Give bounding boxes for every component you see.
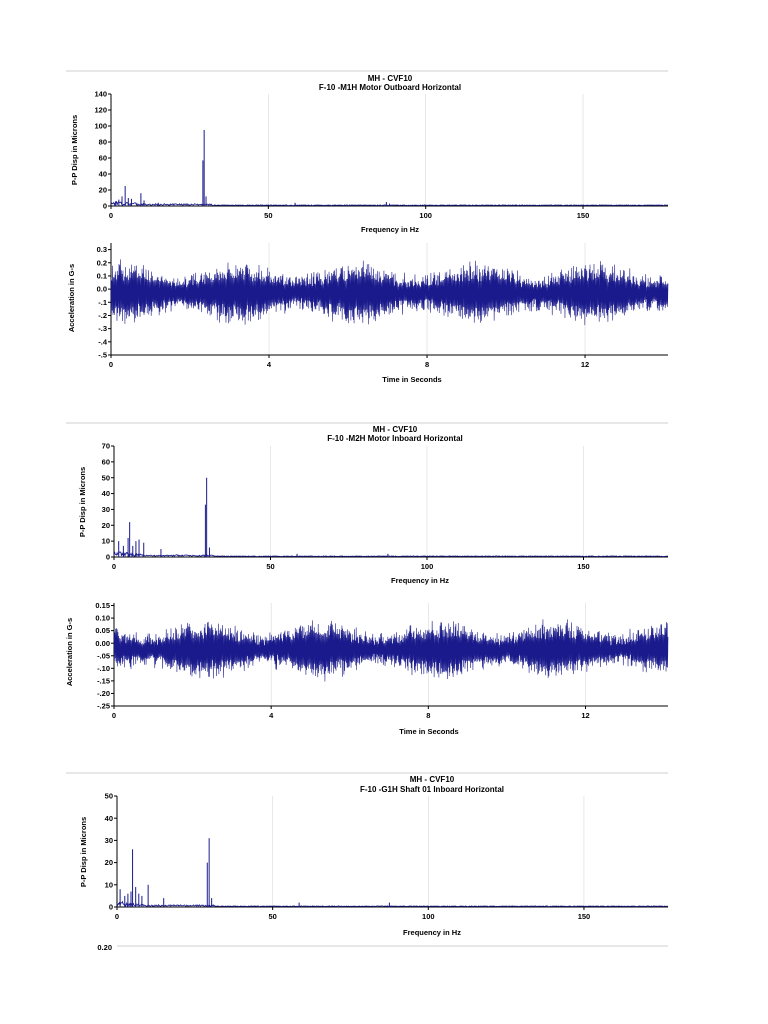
x-axis-label: Time in Seconds <box>382 375 441 384</box>
y-tick-label: -.15 <box>97 676 110 685</box>
y-axis-label: P-P Disp in Microns <box>70 115 79 185</box>
y-axis-label: P-P Disp in Microns <box>79 817 88 887</box>
y-tick-label: 140 <box>94 90 107 99</box>
x-axis-label: Frequency in Hz <box>361 225 419 234</box>
x-tick-label: 12 <box>581 360 589 369</box>
spectrum-chart-g1h: MH - CVF10 F-10 -G1H Shaft 01 Inboard Ho… <box>66 772 669 937</box>
spectrum-trace <box>116 900 669 908</box>
x-tick-label: 4 <box>269 711 274 720</box>
x-axis-label: Frequency in Hz <box>391 576 449 585</box>
y-tick-label: -.1 <box>98 298 107 307</box>
x-axis-label: Frequency in Hz <box>403 928 461 937</box>
y-tick-label: 0.3 <box>97 245 107 254</box>
waveform-trace <box>113 619 669 682</box>
x-tick-label: 0 <box>109 360 113 369</box>
y-tick-label: 40 <box>102 489 110 498</box>
y-tick-label: 0 <box>103 202 107 211</box>
y-tick-label: 40 <box>105 814 113 823</box>
x-tick-label: 100 <box>421 562 434 571</box>
chart-title-line2: F-10 -M1H Motor Outboard Horizontal <box>319 83 461 92</box>
x-tick-label: 12 <box>581 711 589 720</box>
y-tick-label: 60 <box>102 457 110 466</box>
chart-title-line1: MH - CVF10 <box>368 74 413 83</box>
x-tick-label: 4 <box>267 360 272 369</box>
y-tick-label: 0 <box>106 553 110 562</box>
waveform-chart-m1h: -.5 -.4 -.3 -.2 -.1 0.0 0.1 0.2 0.3 0 4 8 12 Time in… <box>67 243 669 384</box>
x-tick-label: 0 <box>112 711 116 720</box>
x-tick-label: 0 <box>115 912 119 921</box>
y-tick-label: 0.15 <box>95 601 110 610</box>
waveform-chart-m2h: -.25 -.20 -.15 -.10 -.05 0.00 0.05 0.10 0.15 0 4 8 1… <box>65 601 669 736</box>
x-tick-label: 8 <box>426 711 430 720</box>
x-tick-label: 0 <box>109 211 113 220</box>
x-tick-label: 50 <box>266 562 274 571</box>
y-tick-label: -.2 <box>98 311 107 320</box>
y-tick-label: -.3 <box>98 324 107 333</box>
chart-title-line1: MH - CVF10 <box>373 425 418 434</box>
y-tick-label: 20 <box>99 186 107 195</box>
y-axis-label: P-P Disp in Microns <box>78 467 87 537</box>
x-tick-label: 150 <box>578 912 591 921</box>
x-tick-label: 0 <box>112 562 116 571</box>
chart-title-line2: F-10 -M2H Motor Inboard Horizontal <box>327 434 463 443</box>
y-tick-label: 0.1 <box>97 272 107 281</box>
x-tick-label: 8 <box>425 360 429 369</box>
y-tick-label: 50 <box>102 473 110 482</box>
y-tick-label: 0.00 <box>95 639 110 648</box>
spectrum-chart-m1h: MH - CVF10 F-10 -M1H Motor Outboard Hori… <box>66 70 668 234</box>
waveform-trace <box>110 259 669 326</box>
spectrum-trace <box>113 551 669 558</box>
y-tick-label: 20 <box>102 521 110 530</box>
y-tick-label: 20 <box>105 858 113 867</box>
y-tick-label: 80 <box>99 138 107 147</box>
x-tick-label: 100 <box>422 912 435 921</box>
y-tick-label: 60 <box>99 154 107 163</box>
x-axis-label: Time in Seconds <box>399 727 458 736</box>
y-tick-label: 0 <box>109 903 113 912</box>
y-tick-label: 30 <box>102 505 110 514</box>
chart-title-line2: F-10 -G1H Shaft 01 Inboard Horizontal <box>360 785 504 794</box>
y-axis-label: Acceleration in G-s <box>67 264 76 332</box>
x-tick-label: 50 <box>264 211 272 220</box>
y-tick-label: 0.0 <box>97 285 107 294</box>
y-tick-label: 120 <box>94 106 107 115</box>
y-tick-label: 10 <box>105 880 113 889</box>
spectrum-chart-m2h: MH - CVF10 F-10 -M2H Motor Inboard Horiz… <box>66 422 669 585</box>
y-tick-label: -.5 <box>98 351 107 360</box>
next-chart-partial-tick: 0.20 <box>97 943 112 952</box>
y-tick-label: -.20 <box>97 689 110 698</box>
x-tick-label: 100 <box>419 211 432 220</box>
y-tick-label: 50 <box>105 792 113 801</box>
y-tick-label: 0.2 <box>97 258 107 267</box>
y-tick-label: 0.05 <box>95 626 110 635</box>
y-tick-label: 40 <box>99 170 107 179</box>
x-tick-label: 150 <box>577 562 590 571</box>
y-tick-label: 10 <box>102 537 110 546</box>
y-tick-label: -.05 <box>97 651 110 660</box>
y-tick-label: -.10 <box>97 664 110 673</box>
y-tick-label: 30 <box>105 836 113 845</box>
y-tick-label: 0.10 <box>95 614 110 623</box>
chart-title-line1: MH - CVF10 <box>410 775 455 784</box>
x-tick-label: 50 <box>268 912 276 921</box>
y-tick-label: -.4 <box>98 337 108 346</box>
y-tick-label: 70 <box>102 442 110 451</box>
y-tick-label: -.25 <box>97 702 110 711</box>
y-tick-label: 100 <box>94 122 107 131</box>
y-axis-label: Acceleration in G-s <box>65 618 74 686</box>
x-tick-label: 150 <box>577 211 590 220</box>
